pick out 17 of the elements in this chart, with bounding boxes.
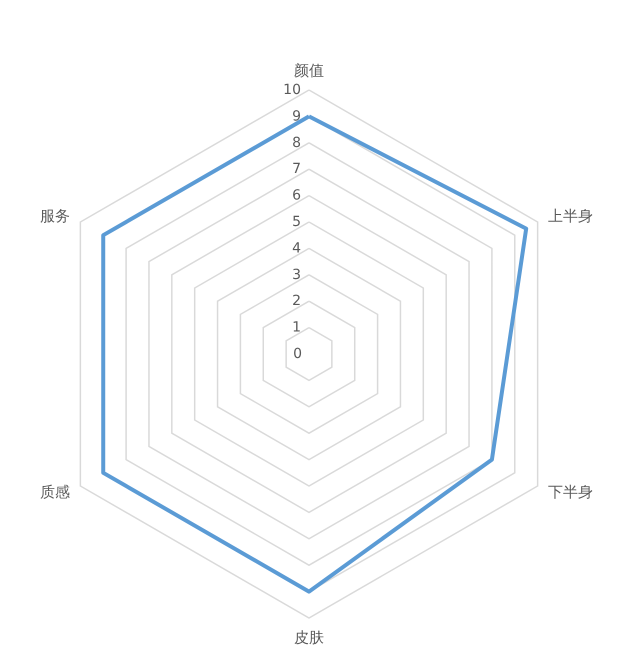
y-tick-label: 1	[292, 320, 301, 336]
y-tick-label: 6	[292, 188, 302, 204]
y-tick-label: 0	[293, 346, 302, 362]
y-tick-label: 2	[292, 293, 301, 310]
y-tick-label: 10	[283, 82, 301, 98]
spoke-label: 皮肤	[294, 628, 324, 646]
spoke-label: 颜值	[294, 62, 324, 80]
y-tick-label: 9	[292, 108, 301, 124]
y-tick-label: 3	[292, 266, 301, 283]
y-tick-label: 8	[292, 134, 301, 151]
spoke-label: 下半身	[548, 483, 594, 501]
spoke-label: 质感	[40, 483, 70, 501]
y-tick-label: 5	[292, 214, 301, 230]
spoke-label: 上半身	[548, 207, 594, 225]
y-tick-label: 7	[292, 161, 301, 178]
y-tick-label: 4	[292, 240, 302, 256]
spoke-label: 服务	[40, 207, 70, 225]
